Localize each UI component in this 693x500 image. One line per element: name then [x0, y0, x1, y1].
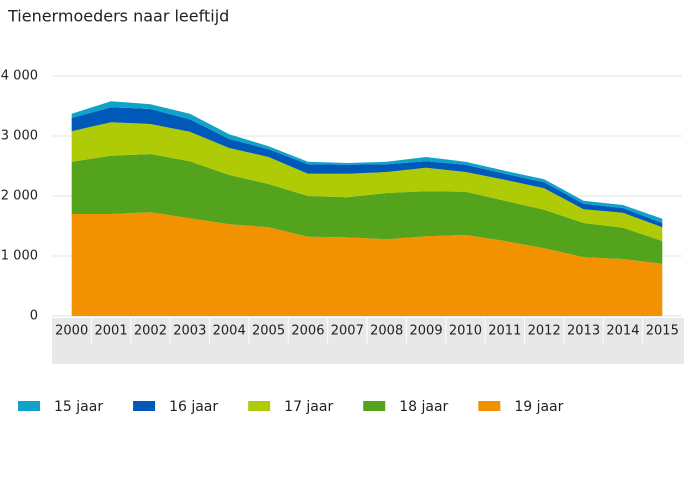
- x-tick-label: 2001: [95, 324, 128, 339]
- legend-label: 17 jaar: [284, 399, 333, 415]
- x-tick-label: 2006: [291, 324, 324, 339]
- x-tick-label: 2015: [646, 324, 679, 339]
- legend-label: 15 jaar: [54, 399, 103, 415]
- x-tick-label: 2002: [134, 324, 167, 339]
- x-tick-label: 2004: [213, 324, 246, 339]
- legend-label: 19 jaar: [514, 399, 563, 415]
- x-tick-label: 2003: [173, 324, 206, 339]
- x-tick-label: 2008: [370, 324, 403, 339]
- legend-swatch: [478, 401, 501, 411]
- x-tick-label: 2013: [567, 324, 600, 339]
- legend-label: 16 jaar: [169, 399, 218, 415]
- x-tick-label: 2000: [55, 324, 88, 339]
- x-tick-label: 2007: [331, 324, 364, 339]
- y-tick-label: 0: [30, 309, 38, 324]
- legend-swatch: [18, 401, 40, 411]
- y-tick-label: 1 000: [1, 249, 38, 264]
- legend-swatch: [248, 401, 271, 411]
- y-tick-label: 4 000: [1, 69, 38, 84]
- area: [71, 212, 663, 316]
- area: [71, 154, 663, 264]
- x-tick-label: 2012: [528, 324, 561, 339]
- legend-swatch: [363, 401, 386, 411]
- x-tick-label: 2014: [606, 324, 639, 339]
- x-tick-label: 2010: [449, 324, 482, 339]
- legend-label: 18 jaar: [399, 399, 448, 415]
- x-tick-label: 2009: [410, 324, 443, 339]
- chart-title: Tienermoeders naar leeftijd: [7, 7, 229, 26]
- x-axis-band: [52, 318, 684, 364]
- area: [71, 107, 663, 228]
- y-tick-label: 2 000: [1, 189, 38, 204]
- x-tick-label: 2005: [252, 324, 285, 339]
- x-tick-label: 2011: [488, 324, 521, 339]
- area: [71, 101, 663, 223]
- area: [71, 122, 663, 241]
- legend-swatch: [133, 401, 156, 411]
- y-tick-label: 3 000: [1, 129, 38, 144]
